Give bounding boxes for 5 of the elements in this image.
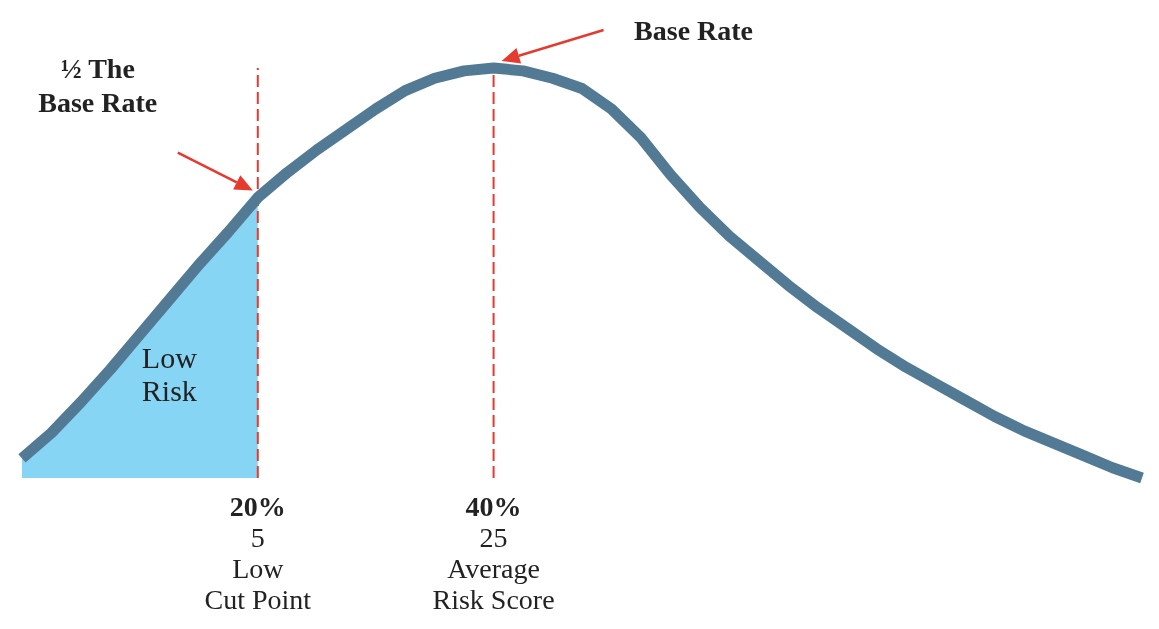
x-tick-label: 20% 5 Low Cut Point	[204, 491, 312, 615]
x-tick-label: 40% 25 Average Risk Score	[432, 491, 555, 615]
annotation: ½ The Base Rate	[38, 52, 158, 118]
text: Base Rate	[634, 15, 754, 46]
series-label: Low Risk	[141, 341, 198, 407]
